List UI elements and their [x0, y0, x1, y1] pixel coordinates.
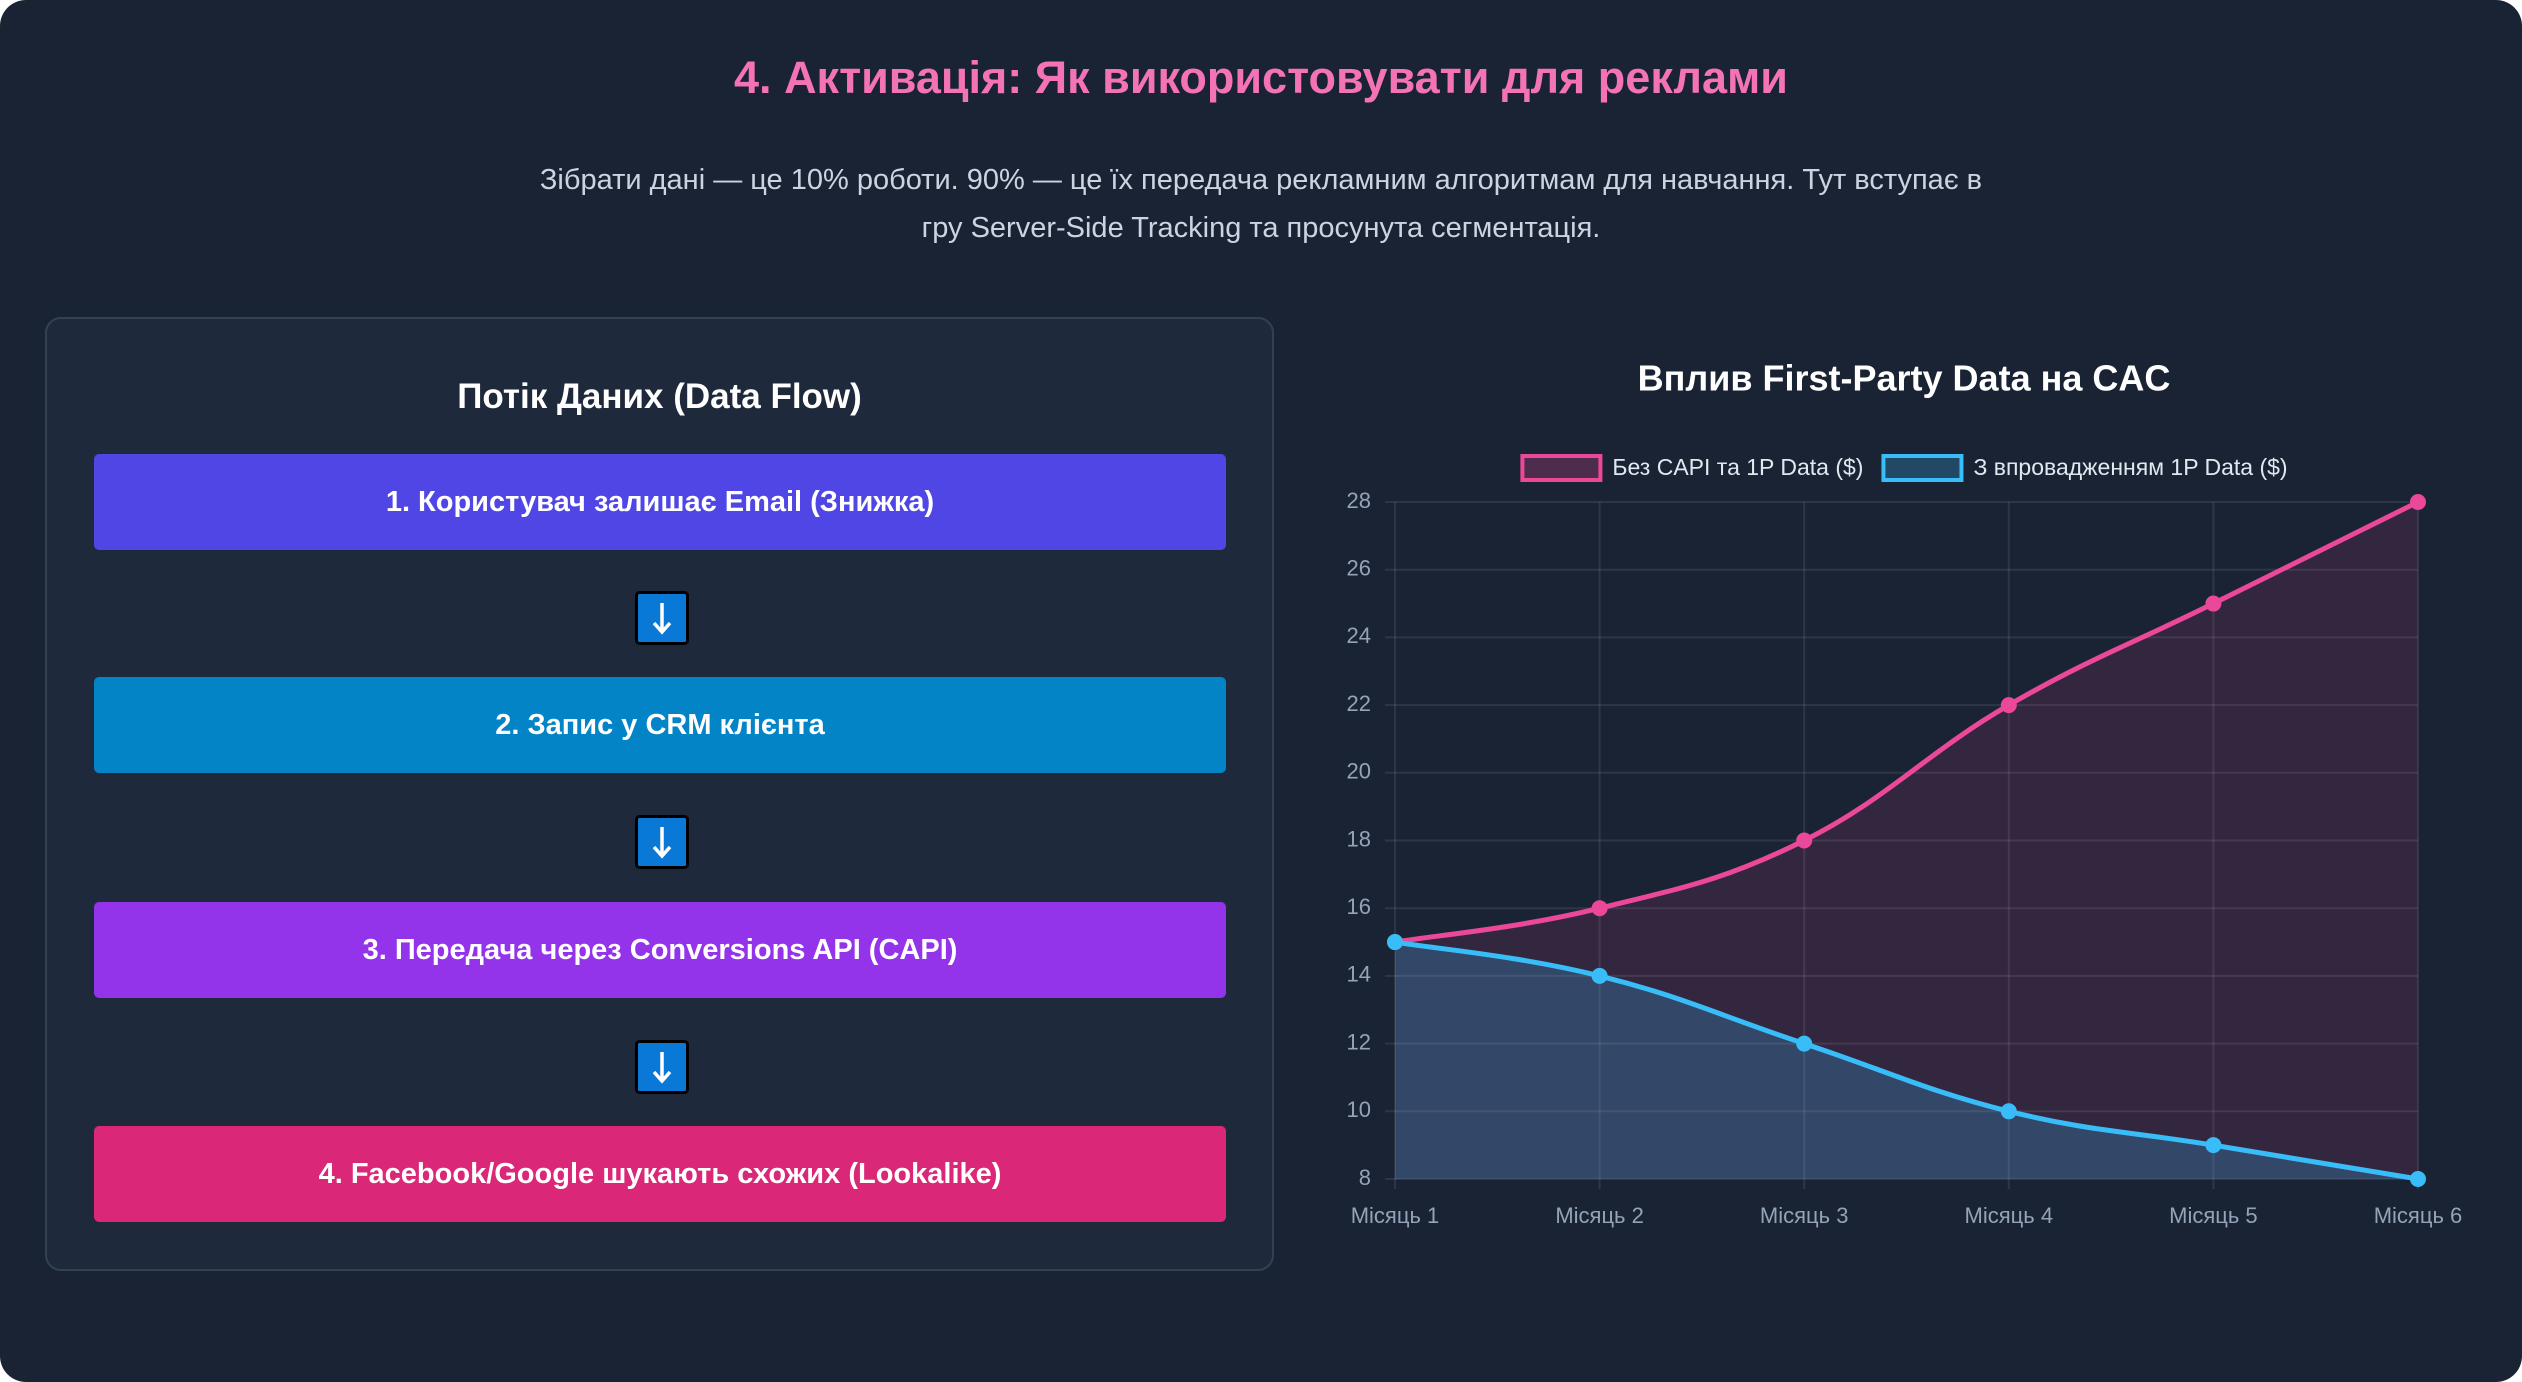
- x-tick-label: Місяць 3: [1760, 1203, 1849, 1228]
- point: [2000, 697, 2017, 714]
- area: [1395, 942, 2418, 1179]
- page-title: 4. Активація: Як використовувати для рек…: [734, 52, 1788, 103]
- point: [2205, 1137, 2222, 1154]
- y-tick-label: 10: [1347, 1097, 1371, 1122]
- line: [1394, 499, 2420, 945]
- line: [1394, 939, 2419, 1182]
- arrow-icon: [635, 591, 689, 645]
- legend: Без CAPI та 1P Data ($) З впровадженням 1…: [1520, 454, 2288, 482]
- chart-title: Вплив First-Party Data на CAC: [1638, 358, 2171, 399]
- y-tick-label: 12: [1347, 1029, 1371, 1054]
- y-tick-label: 24: [1347, 623, 1371, 648]
- y-tick-label: 28: [1347, 488, 1371, 513]
- y-tick-label: 16: [1347, 894, 1371, 919]
- point: [1796, 832, 1813, 849]
- flow-card: Потік Даних (Data Flow) 1. Користувач за…: [45, 317, 1274, 1271]
- point: [2410, 1171, 2426, 1187]
- point: [1796, 1035, 1813, 1052]
- y-tick-label: 20: [1347, 759, 1371, 784]
- y-tick-label: 14: [1347, 962, 1371, 987]
- x-tick-label: Місяць 4: [1965, 1203, 2054, 1228]
- area: [1395, 502, 2418, 1179]
- x-tick-label: Місяць 2: [1555, 1203, 1644, 1228]
- y-tick-label: 22: [1347, 691, 1371, 716]
- legend-label: Без CAPI та 1P Data ($): [1612, 454, 1863, 480]
- point: [1591, 900, 1608, 917]
- flow-step: 4. Facebook/Google шукають схожих (Looka…: [94, 1126, 1226, 1222]
- x-tick-label: Місяць 1: [1351, 1203, 1440, 1228]
- legend-swatch: [1881, 454, 1964, 482]
- flow-step: 1. Користувач залишає Email (Знижка): [94, 454, 1226, 550]
- y-tick-label: 26: [1347, 556, 1371, 581]
- point: [2205, 595, 2222, 612]
- y-tick-label: 8: [1359, 1165, 1371, 1190]
- legend-label: З впровадженням 1P Data ($): [1973, 454, 2287, 480]
- point: [1591, 967, 1608, 984]
- page-subtitle: Зібрати дані — це 10% роботи. 90% — це ї…: [539, 164, 1983, 244]
- flow-title: Потік Даних (Data Flow): [457, 377, 862, 416]
- y-tick-label: 18: [1347, 826, 1371, 851]
- arrow-icon: [635, 1040, 689, 1094]
- point: [2000, 1103, 2017, 1120]
- point: [2410, 494, 2426, 510]
- flow-step: 2. Запис у CRM клієнта: [94, 677, 1226, 773]
- legend-swatch: [1520, 454, 1603, 482]
- x-tick-label: Місяць 6: [2374, 1203, 2463, 1228]
- x-tick-label: Місяць 5: [2169, 1203, 2258, 1228]
- flow-step: 3. Передача через Conversions API (CAPI): [94, 902, 1226, 998]
- point: [1387, 934, 1403, 951]
- arrow-icon: [635, 815, 689, 869]
